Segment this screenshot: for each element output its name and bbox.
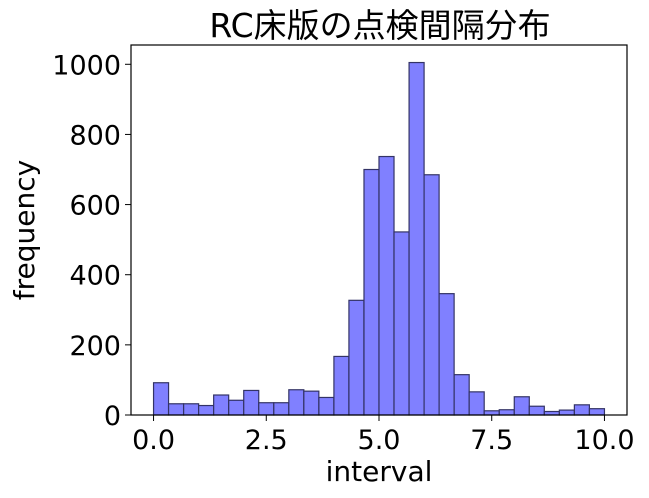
y-tick-label: 800 (69, 120, 121, 151)
histogram-bar (573, 404, 590, 416)
histogram-bar (378, 155, 395, 416)
histogram-bar (408, 61, 425, 416)
x-tick-label: 10.0 (574, 425, 634, 456)
histogram-bar (333, 355, 350, 416)
x-axis-ticks: 0.0 2.5 5.0 7.5 10.0 (132, 415, 635, 456)
y-tick-label: 1000 (52, 50, 121, 81)
histogram-bar (258, 402, 275, 416)
x-tick-label: 0.0 (132, 425, 175, 456)
x-tick-label: 7.5 (470, 425, 513, 456)
y-tick-label: 0 (104, 401, 121, 432)
histogram-bar (483, 410, 500, 416)
histogram-bar (152, 382, 170, 416)
y-axis-ticks: 0 200 400 600 800 1000 (52, 50, 131, 432)
x-tick-label: 2.5 (245, 425, 288, 456)
histogram-bar (453, 374, 470, 416)
histogram-bar (558, 409, 575, 416)
bars-group (152, 61, 606, 416)
histogram-bar (588, 408, 606, 416)
histogram-bar (288, 389, 305, 416)
histogram-bar (273, 402, 290, 416)
y-axis-label: frequency (8, 160, 41, 300)
histogram-bar (498, 409, 515, 416)
histogram-bar (318, 396, 335, 416)
y-tick-label: 200 (69, 331, 121, 362)
histogram-bar (528, 405, 545, 416)
x-tick-label: 5.0 (358, 425, 401, 456)
histogram-bar (363, 168, 380, 416)
histogram-bar (393, 231, 410, 416)
histogram-bar (198, 404, 215, 416)
y-tick-label: 400 (69, 261, 121, 292)
y-tick-label: 600 (69, 191, 121, 222)
histogram-bar (348, 299, 365, 416)
histogram-bar (303, 390, 320, 416)
histogram-bar (513, 396, 530, 416)
chart-title: RC床版の点検間隔分布 (209, 6, 550, 45)
histogram-bar (438, 293, 455, 416)
x-axis-label: interval (326, 455, 433, 488)
histogram-bar (228, 399, 245, 416)
histogram-bar (243, 389, 260, 416)
histogram-bar (423, 174, 440, 416)
histogram-bar (213, 394, 230, 416)
histogram-bar (167, 403, 185, 416)
histogram-bar (468, 391, 485, 416)
histogram-bar (183, 403, 200, 416)
